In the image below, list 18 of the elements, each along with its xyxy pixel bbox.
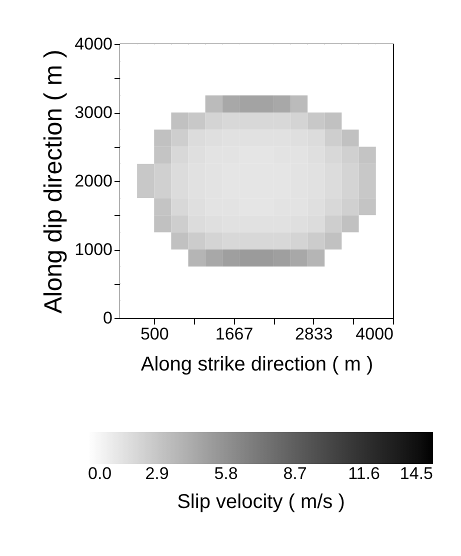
y-tick-label: 4000 xyxy=(74,34,112,54)
color-bar-label: 8.7 xyxy=(283,464,307,483)
x-tick-label: 2833 xyxy=(294,324,333,344)
color-bar-label: 5.8 xyxy=(214,464,238,483)
y-axis-title: Along dip direction ( m ) xyxy=(40,49,68,314)
color-bar-label: 14.5 xyxy=(400,464,433,483)
x-tick-label: 1667 xyxy=(215,324,254,344)
y-tick-label: 0 xyxy=(103,308,112,328)
y-tick-label: 2000 xyxy=(74,172,112,190)
y-tick-label: 1000 xyxy=(74,240,112,259)
color-bar-title: Slip velocity ( m/s ) xyxy=(177,491,345,513)
color-bar-label: 0.0 xyxy=(88,464,112,483)
y-tick-label: 3000 xyxy=(74,103,112,122)
x-tick-label: 4000 xyxy=(356,324,394,344)
x-axis-title: Along strike direction ( m ) xyxy=(140,354,374,376)
color-bar-label: 2.9 xyxy=(145,464,169,483)
x-tick-label: 500 xyxy=(140,324,169,344)
color-bar-label: 11.6 xyxy=(348,464,380,483)
